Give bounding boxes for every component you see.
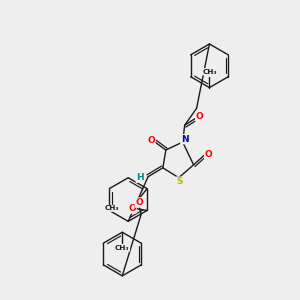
- Text: CH₃: CH₃: [115, 245, 130, 251]
- Text: N: N: [181, 135, 188, 144]
- Text: O: O: [196, 112, 203, 121]
- Text: CH₃: CH₃: [202, 69, 217, 75]
- Text: O: O: [135, 198, 143, 207]
- Text: CH₃: CH₃: [105, 206, 119, 212]
- Text: O: O: [147, 136, 155, 145]
- Text: S: S: [176, 177, 183, 186]
- Text: O: O: [128, 204, 136, 213]
- Text: O: O: [205, 151, 212, 160]
- Text: H: H: [136, 173, 144, 182]
